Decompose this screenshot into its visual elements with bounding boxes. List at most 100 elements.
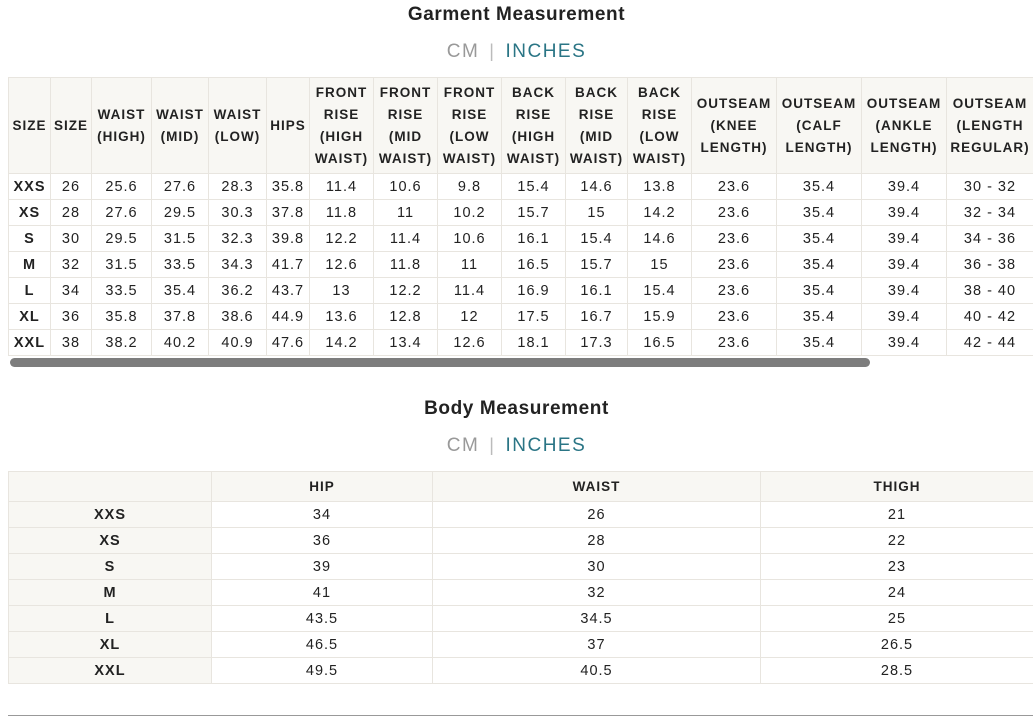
cell: 36.2 [208, 277, 267, 304]
cell: 38 - 40 [946, 277, 1033, 304]
cell: 13.8 [627, 173, 692, 200]
cell: 15.4 [627, 277, 692, 304]
cell: 12.2 [309, 225, 374, 252]
size-cell: XXS [8, 501, 212, 528]
cell: 39.4 [861, 173, 947, 200]
cell: 43.5 [211, 605, 433, 632]
cell: 29.5 [91, 225, 152, 252]
cell: 9.8 [437, 173, 502, 200]
table-body: XXS 34 26 21 XS 36 28 22 S 39 30 23 M 41 32 24 L 43.5 34.5… [8, 501, 1033, 684]
cell: 37 [432, 631, 761, 658]
cell: 35.4 [776, 303, 862, 330]
cell: 35.4 [776, 173, 862, 200]
cell: 32 [50, 251, 92, 278]
header-cell [8, 471, 212, 502]
header-cell: WAIST (LOW) [208, 77, 267, 174]
cell: 16.9 [501, 277, 566, 304]
unit-inches[interactable]: INCHES [505, 435, 587, 456]
cell: 39.4 [861, 199, 947, 226]
cell: 16.1 [501, 225, 566, 252]
cell: 35.8 [266, 173, 310, 200]
header-cell: HIP [211, 471, 433, 502]
cell: 14.6 [565, 173, 628, 200]
cell: 41.7 [266, 251, 310, 278]
cell: 21 [760, 501, 1033, 528]
cell: 23.6 [691, 251, 777, 278]
header-cell: WAIST [432, 471, 761, 502]
cell: 26 [50, 173, 92, 200]
size-cell: XXL [8, 657, 212, 684]
cell: 29.5 [151, 199, 209, 226]
cell: 24 [760, 579, 1033, 606]
cell: 35.4 [776, 251, 862, 278]
unit-cm[interactable]: CM [446, 435, 480, 456]
header-cell: OUTSEAM (ANKLE LENGTH) [861, 77, 947, 174]
row: M 32 31.5 33.5 34.3 41.7 12.6 11.8 11 16.5 15.7 15 2… [8, 251, 1033, 278]
cell: 38.6 [208, 303, 267, 330]
size-cell: XXS [8, 173, 51, 200]
cell: 35.4 [151, 277, 209, 304]
divider [8, 715, 1033, 716]
size-cell: M [8, 251, 51, 278]
cell: 15.9 [627, 303, 692, 330]
cell: 14.2 [627, 199, 692, 226]
cell: 15.7 [501, 199, 566, 226]
cell: 49.5 [211, 657, 433, 684]
cell: 36 [50, 303, 92, 330]
cell: 28.3 [208, 173, 267, 200]
separator: | [489, 41, 496, 61]
body-title: Body Measurement [424, 398, 609, 419]
row: XXS 26 25.6 27.6 28.3 35.8 11.4 10.6 9.8 15.4 14.6… [8, 173, 1033, 200]
scrollbar[interactable] [10, 358, 870, 367]
size-cell: S [8, 225, 51, 252]
cell: 35.4 [776, 277, 862, 304]
table-head: HIP WAIST THIGH [8, 471, 1033, 502]
garment-title: Garment Measurement [407, 4, 626, 25]
table-body: XXS 26 25.6 27.6 28.3 35.8 11.4 10.6 9.8 15.4 14.6… [8, 173, 1033, 356]
cell: 40.2 [151, 329, 209, 356]
header-cell: OUTSEAM (KNEE LENGTH) [691, 77, 777, 174]
cell: 39.8 [266, 225, 310, 252]
cell: 31.5 [91, 251, 152, 278]
cell: 36 [211, 527, 433, 554]
unit-inches[interactable]: INCHES [505, 41, 587, 62]
cell: 33.5 [151, 251, 209, 278]
cell: 39.4 [861, 277, 947, 304]
cell: 16.5 [627, 329, 692, 356]
cell: 27.6 [91, 199, 152, 226]
row: XXL 49.5 40.5 28.5 [8, 657, 1033, 684]
garment-table: SIZE SIZE WAIST (HIGH) WAIST (MID) WAIST (LO… [8, 77, 1033, 356]
cell: 34 - 36 [946, 225, 1033, 252]
cell: 43.7 [266, 277, 310, 304]
cell: 16.7 [565, 303, 628, 330]
unit-toggle: CM | INCHES [0, 435, 1033, 457]
cell: 30 [50, 225, 92, 252]
cell: 15 [627, 251, 692, 278]
cell: 23.6 [691, 199, 777, 226]
cell: 34 [50, 277, 92, 304]
row: S 30 29.5 31.5 32.3 39.8 12.2 11.4 10.6 16.1 15.4 1… [8, 225, 1033, 252]
cell: 30 [432, 553, 761, 580]
row: M 41 32 24 [8, 579, 1033, 606]
cell: 13.6 [309, 303, 374, 330]
cell: 15.4 [565, 225, 628, 252]
header-row: HIP WAIST THIGH [8, 471, 1033, 502]
cell: 12 [437, 303, 502, 330]
header-cell: THIGH [760, 471, 1033, 502]
size-cell: M [8, 579, 212, 606]
cell: 39.4 [861, 329, 947, 356]
cell: 28.5 [760, 657, 1033, 684]
size-cell: L [8, 277, 51, 304]
cell: 33.5 [91, 277, 152, 304]
cell: 11 [373, 199, 438, 226]
cell: 26 [432, 501, 761, 528]
cell: 32 - 34 [946, 199, 1033, 226]
cell: 39.4 [861, 251, 947, 278]
cell: 17.5 [501, 303, 566, 330]
unit-cm[interactable]: CM [446, 41, 480, 62]
cell: 16.5 [501, 251, 566, 278]
cell: 12.6 [309, 251, 374, 278]
cell: 28 [432, 527, 761, 554]
row: XXS 34 26 21 [8, 501, 1033, 528]
cell: 35.4 [776, 199, 862, 226]
